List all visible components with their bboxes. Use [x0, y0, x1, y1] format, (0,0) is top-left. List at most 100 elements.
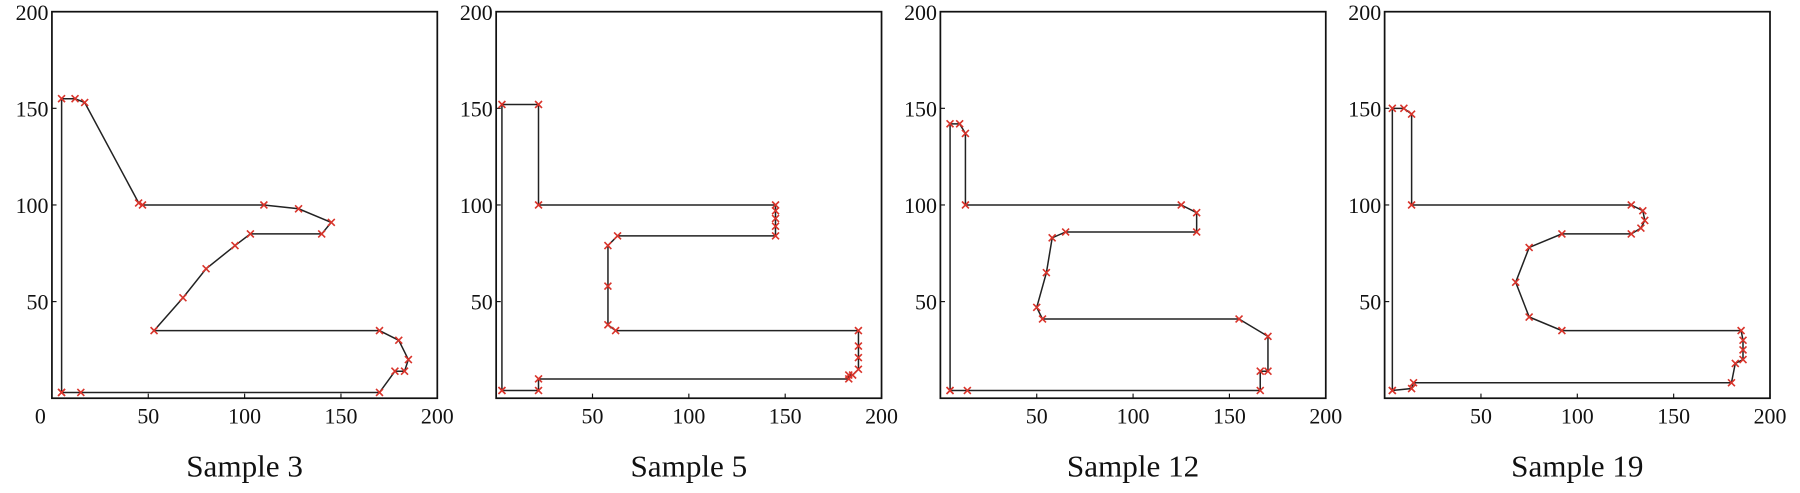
- y-tick-label: 100: [460, 193, 493, 218]
- y-tick-label: 150: [904, 96, 937, 121]
- y-tick-label: 150: [16, 96, 49, 121]
- vertex-marker: [1388, 104, 1397, 113]
- vertex-marker: [1738, 345, 1748, 354]
- vertex-marker: [603, 282, 612, 291]
- y-tick-label: 100: [904, 193, 937, 218]
- vertex-marker: [955, 119, 964, 128]
- vertex-marker: [1407, 110, 1416, 119]
- x-tick-label: 0: [35, 404, 46, 429]
- vertex-marker: [1557, 326, 1566, 335]
- vertex-marker: [1636, 224, 1645, 233]
- vertex-marker: [771, 214, 780, 223]
- vertex-marker: [246, 229, 255, 238]
- vertex-marker: [150, 326, 159, 335]
- vertex-marker: [844, 374, 853, 383]
- x-tick-label: 50: [582, 404, 604, 429]
- x-tick-label: 100: [1117, 404, 1150, 429]
- vertex-marker: [1638, 206, 1647, 215]
- vertex-marker: [1627, 200, 1636, 209]
- vertex-marker: [497, 100, 506, 109]
- vertex-marker: [945, 386, 955, 395]
- vertex-marker: [1061, 227, 1070, 237]
- vertex-marker: [1511, 278, 1520, 287]
- vertex-marker: [1557, 229, 1566, 238]
- x-tick-label: 50: [1470, 404, 1492, 429]
- vertex-marker: [771, 231, 780, 240]
- panel-title: Sample 12: [1067, 449, 1199, 484]
- x-tick-label: 100: [228, 404, 261, 429]
- vertex-marker: [854, 365, 863, 374]
- vertex-marker: [611, 326, 620, 335]
- x-tick-label: 150: [769, 404, 802, 429]
- vertex-marker: [1525, 243, 1534, 252]
- y-tick-label: 50: [471, 290, 493, 315]
- panel-title: Sample 5: [630, 449, 747, 484]
- y-tick-label: 50: [27, 290, 49, 315]
- vertex-marker: [771, 200, 780, 209]
- vertex-marker: [1738, 336, 1748, 345]
- panel-title: Sample 3: [186, 449, 303, 484]
- vertex-marker: [76, 388, 85, 397]
- path-line: [501, 103, 860, 392]
- vertex-marker: [1388, 386, 1397, 395]
- vertex-marker: [1727, 378, 1736, 387]
- vertex-marker: [1409, 378, 1418, 387]
- path-line: [949, 123, 1269, 392]
- vertex-marker: [317, 229, 326, 238]
- vertex-marker: [945, 119, 955, 128]
- vertex-marker: [534, 100, 543, 109]
- x-tick-label: 200: [421, 404, 454, 429]
- path-line: [1391, 107, 1744, 392]
- x-tick-label: 200: [1309, 404, 1342, 429]
- vertex-marker: [1263, 332, 1272, 341]
- vertex-marker: [1042, 268, 1051, 277]
- vertex-marker: [1032, 303, 1041, 312]
- x-tick-label: 50: [1026, 404, 1048, 429]
- x-tick-label: 150: [1657, 404, 1690, 429]
- vertex-marker: [375, 326, 384, 335]
- vertex-marker: [1407, 200, 1416, 209]
- y-tick-label: 150: [460, 96, 493, 121]
- vertex-marker: [202, 264, 211, 273]
- vertex-marker: [961, 200, 970, 209]
- vertex-marker: [1737, 326, 1746, 335]
- vertex-marker: [71, 94, 80, 103]
- vertex-marker: [1399, 104, 1408, 113]
- vertex-marker: [57, 94, 66, 103]
- vertex-marker: [57, 388, 66, 397]
- vertex-marker: [375, 388, 384, 397]
- vertex-marker: [603, 241, 612, 250]
- vertex-marker: [134, 198, 143, 208]
- vertex-marker: [394, 336, 403, 345]
- vertex-marker: [1048, 233, 1057, 242]
- vertex-marker: [390, 367, 399, 376]
- vertex-marker: [1738, 355, 1748, 364]
- vertex-marker: [1640, 216, 1649, 225]
- vertex-marker: [400, 367, 409, 376]
- vertex-marker: [961, 129, 970, 138]
- y-tick-label: 150: [1348, 96, 1381, 121]
- vertex-marker: [854, 353, 863, 362]
- x-tick-label: 50: [137, 404, 159, 429]
- x-tick-label: 100: [672, 404, 705, 429]
- x-tick-label: 200: [865, 404, 898, 429]
- vertex-marker: [1235, 314, 1244, 324]
- vertex-marker: [259, 200, 268, 209]
- vertex-marker: [178, 293, 187, 302]
- y-tick-label: 100: [1348, 193, 1381, 218]
- vertex-marker: [80, 98, 89, 107]
- vertex-marker: [771, 222, 780, 231]
- vertex-marker: [603, 320, 612, 329]
- vertex-marker: [1627, 229, 1636, 238]
- vertex-marker: [138, 200, 147, 209]
- panel-title: Sample 19: [1511, 449, 1643, 484]
- y-tick-label: 200: [16, 0, 49, 25]
- vertex-marker: [1263, 367, 1272, 376]
- vertex-marker: [963, 386, 972, 395]
- x-tick-label: 100: [1561, 404, 1594, 429]
- vertex-marker: [1192, 208, 1201, 217]
- x-tick-label: 150: [325, 404, 358, 429]
- vertex-marker: [327, 218, 336, 227]
- vertex-marker: [534, 374, 543, 383]
